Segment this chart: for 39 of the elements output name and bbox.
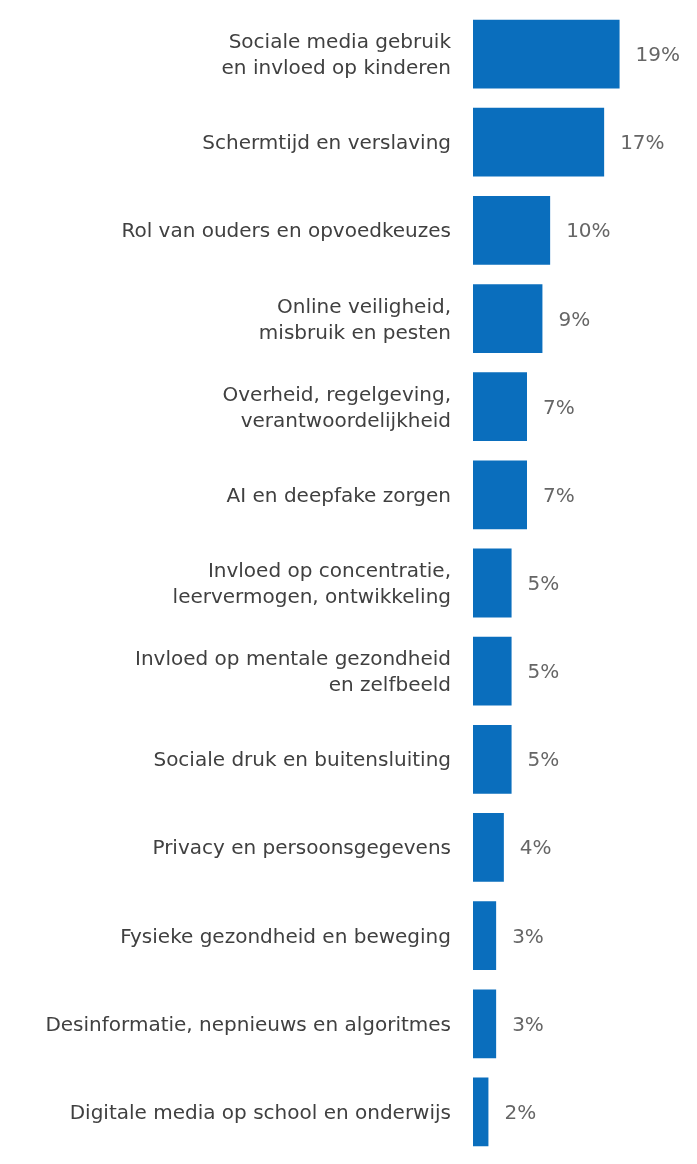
y-tick-label: Sociale media gebruik en invloed op kinderen [221,29,452,80]
bar [473,813,504,882]
bar [473,989,497,1059]
y-tick-label: Rol van ouders en opvoedkeuzes [121,218,451,243]
y-tick-label: Privacy en persoonsgegevens [152,835,451,860]
y-tick-label: Online veiligheid, misbruik en pesten [258,293,451,344]
data-label: 7% [543,394,575,419]
y-tick-label: Schermtijd en verslaving [202,130,451,155]
data-label: 5% [527,659,560,684]
y-tick-label: AI en deepfake zorgen [226,482,451,507]
y-tick-label: Digitale media op school en onderwijs [69,1099,451,1124]
bar [473,196,551,265]
data-label: 3% [512,1011,544,1036]
data-label: 2% [504,1099,537,1124]
bar [473,460,527,530]
data-label: 4% [519,835,552,860]
data-label: 17% [620,130,665,155]
data-label: 3% [512,923,544,948]
bar [473,19,620,89]
bar [473,724,512,794]
data-label: 10% [566,218,611,243]
bar [473,636,512,706]
data-label: 7% [543,482,575,507]
bar [473,548,512,618]
y-tick-label: Invloed op mentale gezondheid en zelfbeeld [135,646,451,697]
data-label: 19% [635,42,681,67]
y-tick-label: Overheid, regelgeving, verantwoordelijkheid [222,381,451,432]
bar [473,284,543,353]
bar [473,372,527,442]
y-tick-label: Invloed op concentratie, leervermogen, ontwikkeling [172,558,451,608]
y-tick-label: Sociale druk en buitensluiting [153,747,451,772]
bar [473,107,605,177]
data-label: 5% [527,571,560,595]
y-tick-label: Desinformatie, nepnieuws en algoritmes [45,1011,451,1036]
data-label: 9% [558,306,591,331]
bar [473,901,497,970]
bar [473,1077,489,1147]
y-tick-label: Fysieke gezondheid en beweging [120,923,451,948]
data-label: 5% [527,747,560,772]
